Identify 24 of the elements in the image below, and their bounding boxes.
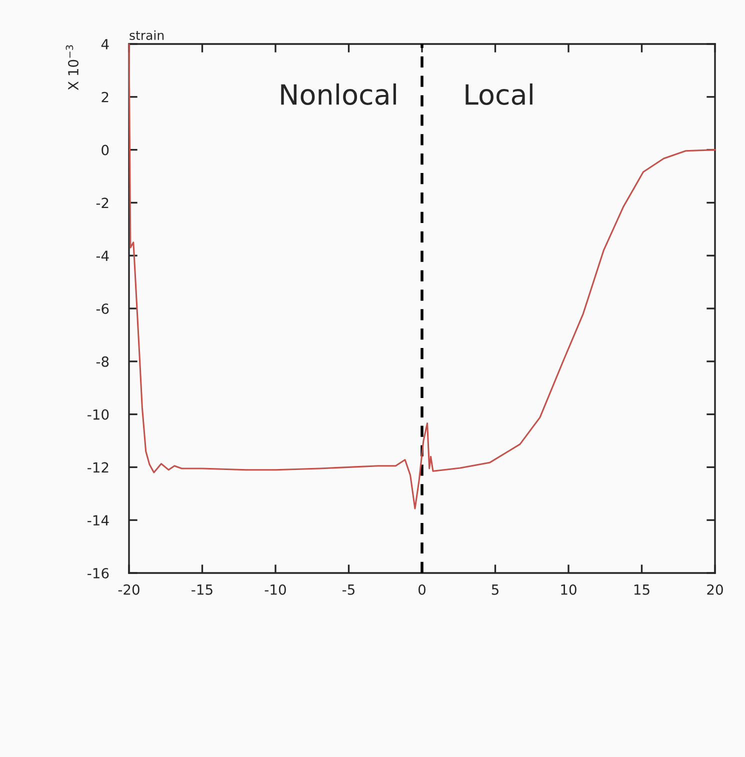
x-tick-label: -10 — [264, 584, 286, 595]
y-tick-label: -10 — [88, 409, 109, 420]
y-tick-label: -6 — [96, 303, 109, 314]
y-axis-title: X 10$^{−3}$ — [66, 45, 79, 90]
y-tick-label: -2 — [96, 198, 108, 208]
x-tick-label: -5 — [342, 584, 354, 595]
x-tick-label: 10 — [561, 584, 576, 595]
x-tick-label: 5 — [492, 584, 498, 595]
x-tick-label: 15 — [634, 584, 650, 595]
x-tick-label: -20 — [118, 584, 140, 595]
y-tick-label: -14 — [88, 515, 109, 526]
y-tick-label: -12 — [88, 462, 108, 472]
annotation: Local — [466, 83, 532, 105]
y-tick-label: 4 — [101, 39, 109, 50]
x-tick-label: -15 — [192, 584, 212, 595]
x-tick-label: 0 — [418, 584, 426, 595]
y-tick-label: 0 — [102, 144, 109, 156]
y-tick-label: 2 — [102, 92, 108, 102]
y-tick-label: -8 — [96, 356, 109, 367]
annotation: Nonlocal — [281, 83, 396, 105]
y-tick-label: -4 — [96, 250, 109, 261]
y-tick-label: -16 — [88, 568, 109, 578]
x-tick-label: 20 — [707, 584, 723, 595]
chart-title: strain — [130, 30, 164, 40]
